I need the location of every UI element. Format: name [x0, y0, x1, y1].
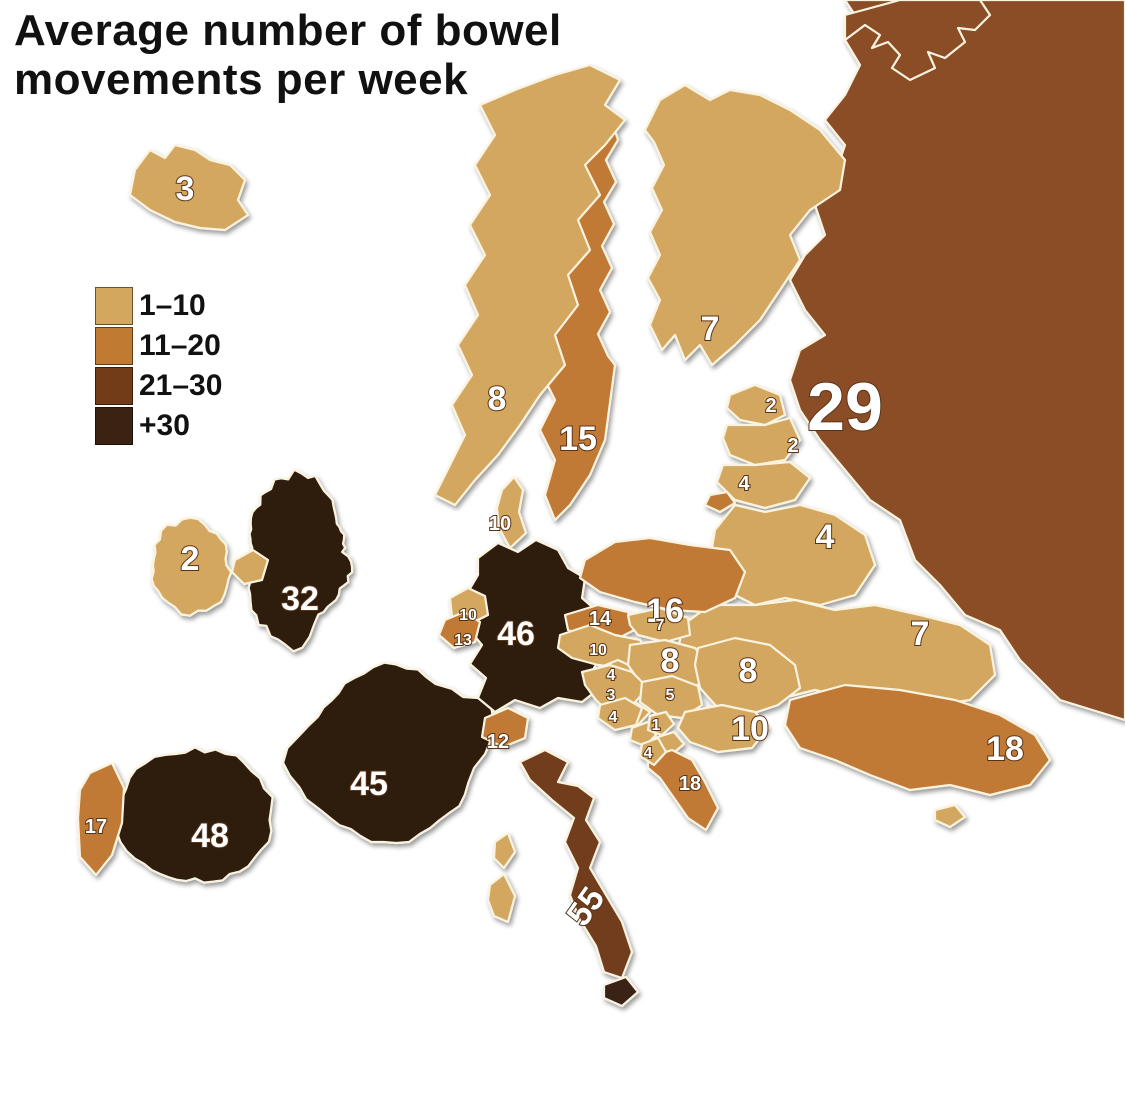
svg-text:4: 4 — [609, 709, 618, 726]
svg-text:5: 5 — [666, 687, 675, 704]
svg-text:3: 3 — [607, 687, 616, 704]
svg-text:2: 2 — [765, 395, 776, 417]
svg-text:7: 7 — [656, 617, 665, 634]
svg-text:2: 2 — [787, 435, 798, 457]
svg-text:18: 18 — [986, 730, 1024, 768]
svg-text:8: 8 — [739, 652, 758, 690]
svg-text:32: 32 — [281, 580, 319, 618]
svg-text:3: 3 — [176, 170, 195, 208]
svg-text:13: 13 — [454, 632, 472, 649]
svg-text:4: 4 — [607, 667, 616, 684]
svg-text:45: 45 — [350, 765, 388, 803]
svg-text:29: 29 — [807, 369, 883, 445]
svg-text:8: 8 — [488, 380, 507, 418]
svg-text:12: 12 — [487, 731, 509, 753]
svg-text:10: 10 — [589, 642, 607, 659]
svg-text:10: 10 — [459, 607, 477, 624]
svg-text:46: 46 — [497, 615, 535, 653]
svg-text:8: 8 — [661, 642, 680, 680]
svg-text:16: 16 — [646, 592, 684, 630]
svg-text:17: 17 — [85, 816, 107, 838]
svg-text:48: 48 — [191, 817, 229, 855]
svg-text:4: 4 — [816, 518, 835, 556]
svg-text:14: 14 — [589, 608, 612, 630]
svg-text:1: 1 — [652, 717, 661, 734]
svg-text:4: 4 — [738, 473, 750, 495]
svg-text:10: 10 — [731, 710, 769, 748]
svg-text:4: 4 — [644, 745, 653, 762]
svg-text:7: 7 — [911, 615, 930, 653]
svg-text:18: 18 — [679, 773, 701, 795]
svg-text:7: 7 — [701, 310, 720, 348]
svg-text:2: 2 — [181, 540, 200, 578]
svg-text:15: 15 — [559, 420, 597, 458]
svg-text:10: 10 — [489, 513, 511, 535]
